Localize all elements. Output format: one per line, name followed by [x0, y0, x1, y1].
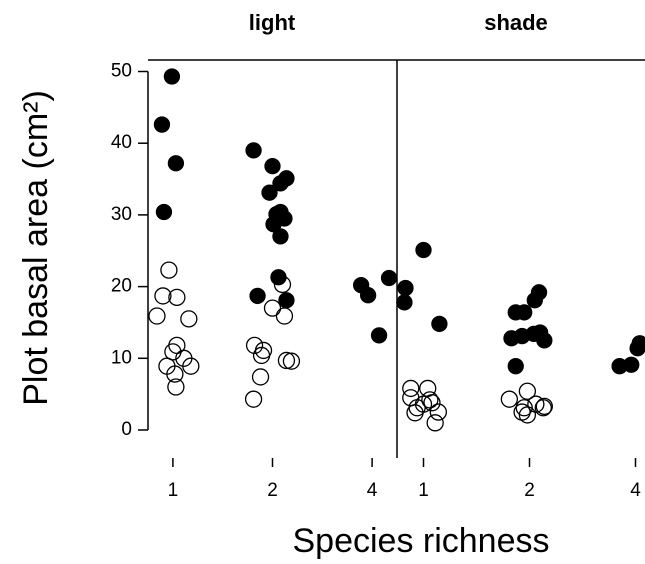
- x-axis-title: Species richness: [292, 522, 549, 560]
- open-point: [429, 403, 447, 421]
- filled-point: [272, 228, 289, 245]
- open-point: [160, 261, 178, 279]
- filled-point: [265, 216, 282, 233]
- y-tick-label: 50: [111, 61, 132, 82]
- filled-point: [623, 356, 640, 373]
- filled-point: [245, 142, 262, 159]
- filled-point: [261, 184, 278, 201]
- x-tick-label: 2: [524, 480, 535, 501]
- open-point: [535, 397, 553, 415]
- open-point: [534, 399, 552, 417]
- x-tick-label: 4: [367, 480, 378, 501]
- open-point: [180, 310, 198, 328]
- y-axis-title: Plot basal area (cm²): [17, 90, 55, 406]
- open-point: [419, 379, 437, 398]
- open-point: [500, 390, 519, 408]
- filled-point: [415, 241, 432, 259]
- open-point: [154, 287, 172, 305]
- filled-point: [278, 292, 295, 309]
- open-point: [167, 378, 185, 396]
- open-point: [275, 307, 294, 325]
- filled-point: [155, 203, 173, 221]
- x-tick-label: 1: [418, 480, 429, 501]
- open-point: [518, 406, 537, 424]
- filled-point: [359, 287, 377, 304]
- filled-point: [397, 279, 414, 297]
- open-point: [251, 368, 270, 386]
- x-tick-label: 4: [630, 480, 641, 501]
- open-point: [244, 390, 263, 408]
- filled-point: [516, 304, 533, 321]
- filled-point: [431, 315, 448, 333]
- filled-point: [370, 327, 388, 344]
- filled-point: [153, 116, 171, 133]
- filled-point: [167, 155, 185, 172]
- y-tick-label: 30: [111, 204, 132, 225]
- open-point: [421, 391, 439, 409]
- filled-point: [507, 358, 524, 375]
- filled-point: [526, 292, 543, 309]
- panel-title: shade: [484, 10, 548, 35]
- y-tick-label: 20: [111, 276, 132, 297]
- open-point: [406, 404, 424, 422]
- open-point: [518, 382, 537, 400]
- open-point: [168, 288, 186, 307]
- open-point: [277, 351, 296, 370]
- open-point: [426, 414, 444, 432]
- open-point: [263, 299, 282, 317]
- open-point: [252, 346, 271, 365]
- open-point: [273, 275, 292, 294]
- y-tick-label: 40: [111, 132, 132, 153]
- filled-point: [272, 175, 289, 192]
- filled-point: [396, 294, 413, 311]
- filled-point: [264, 157, 281, 175]
- open-point: [164, 343, 182, 361]
- open-point: [402, 379, 420, 398]
- filled-point: [536, 332, 553, 349]
- filled-point: [631, 335, 645, 352]
- filled-point: [380, 269, 398, 287]
- open-point: [166, 365, 184, 383]
- filled-point: [163, 68, 181, 85]
- x-tick-label: 2: [267, 480, 278, 501]
- filled-point: [249, 287, 266, 305]
- y-tick-label: 10: [111, 347, 132, 368]
- open-point: [282, 352, 301, 370]
- y-tick-label: 0: [121, 419, 132, 440]
- open-point: [148, 307, 166, 325]
- open-point: [182, 357, 200, 375]
- panel-title: light: [249, 10, 296, 35]
- x-tick-label: 1: [168, 480, 179, 501]
- open-point: [245, 336, 264, 355]
